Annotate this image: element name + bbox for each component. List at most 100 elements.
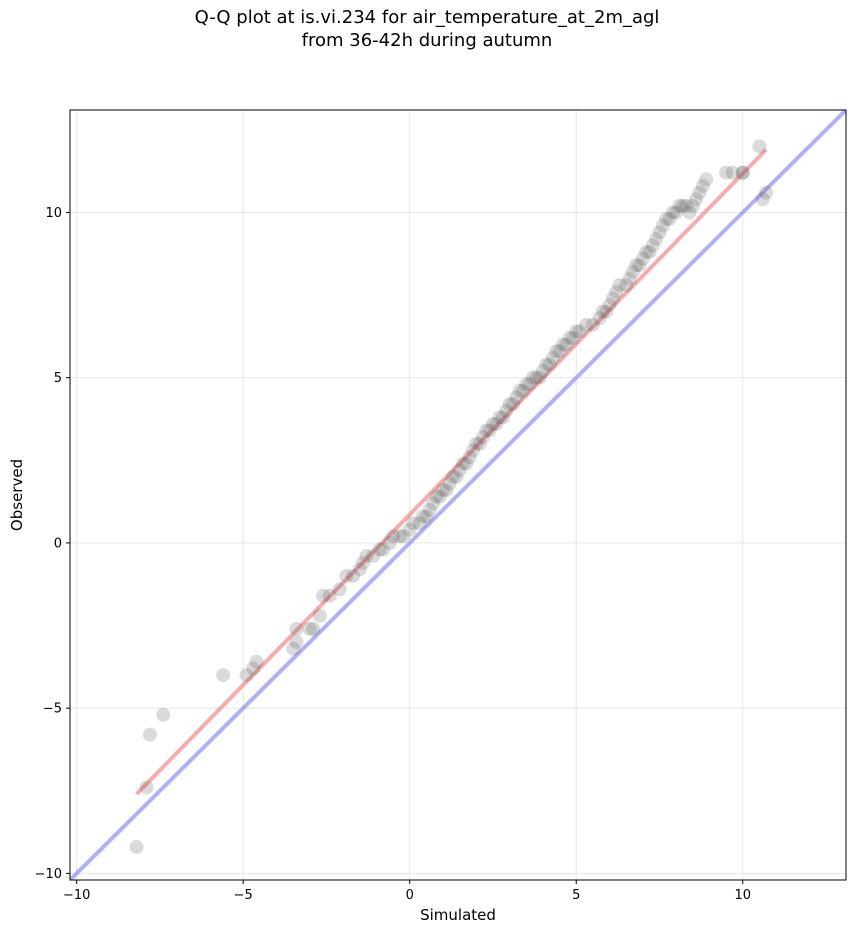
data-point — [665, 205, 680, 220]
chart-subtitle: from 36-42h during autumn — [301, 30, 553, 51]
data-point — [386, 529, 401, 544]
data-point — [515, 383, 530, 398]
data-point — [572, 324, 587, 339]
data-point — [495, 410, 510, 425]
data-point — [569, 324, 584, 339]
data-point — [535, 364, 550, 379]
data-point — [659, 212, 674, 227]
x-tick-label: −5 — [234, 888, 253, 903]
data-point — [156, 707, 171, 722]
chart-title: Q-Q plot at is.vi.234 for air_temperatur… — [194, 7, 660, 28]
data-point — [669, 205, 684, 220]
data-point — [555, 337, 570, 352]
x-axis: −10 −5 0 5 10 — [63, 880, 751, 903]
data-point — [462, 449, 477, 464]
data-point — [542, 357, 557, 372]
data-point — [752, 139, 767, 154]
data-point — [489, 416, 504, 431]
data-point — [419, 509, 434, 524]
x-tick-label: 10 — [734, 888, 751, 903]
data-point — [735, 165, 750, 180]
data-point — [605, 291, 620, 306]
data-point — [306, 621, 321, 636]
fit-line — [135, 148, 768, 796]
data-point — [755, 192, 770, 207]
data-point — [692, 185, 707, 200]
data-point — [529, 370, 544, 385]
data-point — [322, 588, 337, 603]
data-point — [685, 198, 700, 213]
data-point — [416, 509, 431, 524]
data-point — [545, 350, 560, 365]
y-tick-label: −10 — [35, 867, 62, 882]
data-point — [629, 258, 644, 273]
data-point — [499, 403, 514, 418]
x-tick-label: 5 — [572, 888, 580, 903]
data-point — [316, 588, 331, 603]
data-point — [216, 668, 231, 683]
data-point — [599, 304, 614, 319]
data-point — [565, 331, 580, 346]
data-point — [402, 522, 417, 537]
data-point — [675, 198, 690, 213]
data-point — [429, 489, 444, 504]
data-point — [426, 496, 441, 511]
data-point — [532, 370, 547, 385]
y-tick-label: 5 — [54, 371, 62, 386]
data-point — [689, 192, 704, 207]
data-point — [312, 608, 327, 623]
data-point — [465, 443, 480, 458]
data-point — [662, 212, 677, 227]
data-point — [725, 165, 740, 180]
data-point — [139, 780, 154, 795]
identity-line — [70, 110, 846, 880]
data-point — [439, 483, 454, 498]
data-point — [639, 245, 654, 260]
data-point — [622, 271, 637, 286]
data-point — [672, 198, 687, 213]
grid — [70, 110, 846, 880]
data-point — [459, 456, 474, 471]
data-point — [352, 562, 367, 577]
data-point — [396, 529, 411, 544]
data-point — [372, 542, 387, 557]
data-point — [552, 344, 567, 359]
data-point — [472, 436, 487, 451]
data-points — [129, 139, 774, 854]
data-point — [609, 284, 624, 299]
data-point — [446, 469, 461, 484]
y-tick-label: 10 — [45, 206, 62, 221]
data-point — [539, 357, 554, 372]
data-point — [302, 621, 317, 636]
data-point — [592, 311, 607, 326]
data-point — [525, 370, 540, 385]
data-point — [699, 172, 714, 187]
data-point — [452, 463, 467, 478]
data-point — [356, 555, 371, 570]
data-point — [619, 278, 634, 293]
data-point — [655, 218, 670, 233]
data-point — [645, 238, 660, 253]
data-point — [632, 258, 647, 273]
x-tick-label: −10 — [63, 888, 90, 903]
x-axis-label: Simulated — [420, 906, 496, 924]
data-point — [649, 231, 664, 246]
data-point — [432, 489, 447, 504]
data-point — [436, 483, 451, 498]
data-point — [475, 430, 490, 445]
data-point — [559, 337, 574, 352]
data-point — [422, 502, 437, 517]
y-axis-label: Observed — [8, 459, 26, 531]
data-point — [239, 668, 254, 683]
y-axis: −10 −5 0 5 10 — [35, 206, 70, 882]
data-point — [602, 297, 617, 312]
data-point — [682, 205, 697, 220]
data-point — [346, 568, 361, 583]
data-point — [502, 397, 517, 412]
reference-lines — [70, 110, 846, 880]
data-point — [442, 476, 457, 491]
data-point — [759, 185, 774, 200]
data-point — [382, 535, 397, 550]
data-point — [549, 344, 564, 359]
